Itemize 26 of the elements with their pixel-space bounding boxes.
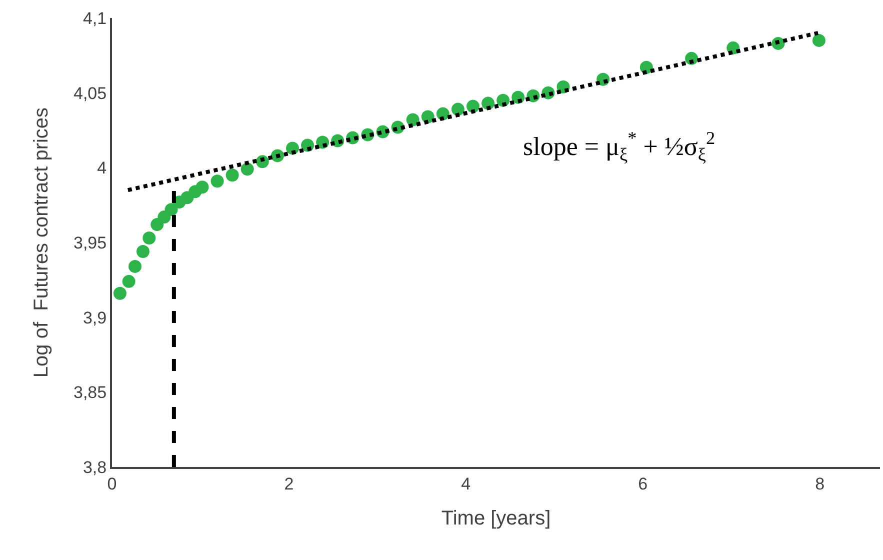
y-tick-label: 3,8	[82, 458, 107, 477]
point	[240, 162, 254, 176]
point	[113, 286, 126, 300]
y-tick-label: 3,9	[82, 308, 107, 328]
point	[164, 203, 178, 216]
y-tick-label: 3,85	[74, 383, 107, 402]
y-tick-label: 4,1	[82, 8, 107, 28]
x-tick-label: 8	[815, 474, 825, 494]
point	[128, 260, 142, 273]
y-tick-label: 4,05	[74, 84, 107, 103]
x-tick-label: 2	[284, 474, 294, 494]
point	[451, 102, 464, 116]
y-axis-title: Log of Futures contract prices	[30, 107, 53, 378]
x-tick-label: 0	[107, 474, 117, 494]
x-tick-label: 6	[638, 474, 648, 494]
point	[136, 244, 150, 258]
point	[142, 232, 156, 245]
point	[210, 174, 224, 188]
point	[812, 34, 826, 47]
x-tick-label: 4	[461, 474, 471, 494]
y-tick-label: 3,95	[74, 233, 107, 252]
point	[226, 168, 239, 182]
y-tick-label: 4	[97, 158, 107, 178]
point	[196, 180, 209, 194]
point	[122, 274, 136, 288]
x-axis-title: Time [years]	[441, 507, 551, 530]
